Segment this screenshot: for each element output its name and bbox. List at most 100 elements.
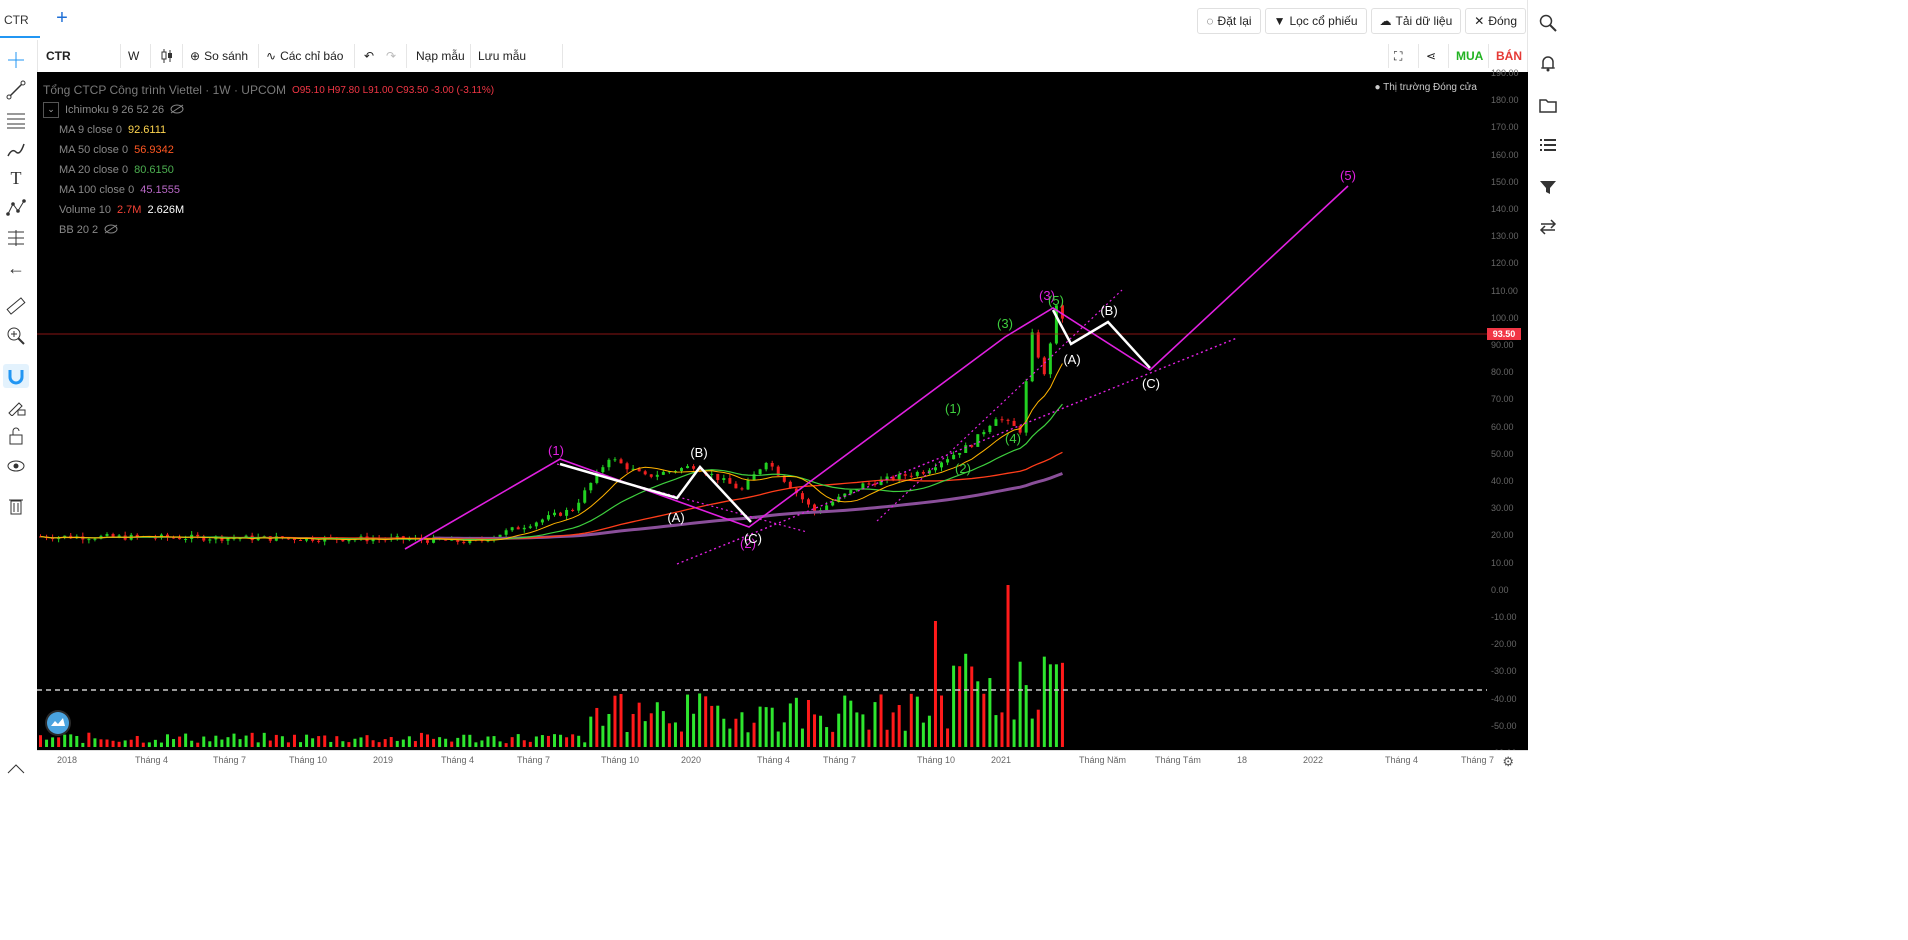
volume-bar bbox=[577, 735, 581, 747]
trash-icon[interactable] bbox=[3, 494, 29, 518]
compare-icon: ⊕ bbox=[190, 49, 201, 63]
chart-legend: Tổng CTCP Công trình Viettel · 1W · UPCO… bbox=[43, 80, 494, 240]
search-icon[interactable] bbox=[1537, 12, 1559, 34]
y-tick-label: 100.00 bbox=[1491, 312, 1519, 323]
volume-bar bbox=[202, 736, 206, 747]
candle-body bbox=[534, 522, 538, 527]
candle-body bbox=[946, 459, 950, 463]
filter-stocks-button[interactable]: ▼ Lọc cổ phiếu bbox=[1264, 8, 1367, 34]
filter-funnel-icon[interactable] bbox=[1537, 176, 1559, 198]
candle-body bbox=[794, 488, 798, 494]
wave-label-g4: (4) bbox=[1005, 431, 1021, 446]
volume-bar bbox=[752, 722, 756, 747]
candle-body bbox=[698, 468, 702, 472]
lock-drawings-icon[interactable] bbox=[3, 394, 29, 418]
swap-icon[interactable] bbox=[1537, 216, 1559, 238]
download-label: Tải dữ liệu bbox=[1395, 14, 1453, 28]
last-price-tag: 93.50 bbox=[1487, 328, 1521, 340]
text-tool-icon[interactable]: T bbox=[10, 167, 22, 188]
trendline-icon[interactable] bbox=[3, 78, 29, 102]
wave-label-g5: (5) bbox=[1048, 293, 1064, 308]
volume-bar bbox=[946, 728, 950, 747]
ma9-line bbox=[40, 363, 1063, 541]
close-button[interactable]: ✕ Đóng bbox=[1465, 8, 1526, 34]
candle-body bbox=[226, 538, 230, 541]
undo-icon[interactable]: ↶ bbox=[364, 49, 375, 63]
settings-gear-icon[interactable]: ⚙ bbox=[1502, 754, 1514, 769]
folder-icon[interactable] bbox=[1537, 94, 1559, 116]
volume-bar bbox=[153, 739, 157, 747]
x-tick-label: Tháng Năm bbox=[1079, 755, 1127, 765]
zoom-in-icon[interactable] bbox=[3, 324, 29, 348]
redo-icon[interactable]: ↷ bbox=[386, 49, 397, 63]
back-arrow-icon[interactable]: ← bbox=[7, 257, 25, 278]
candle-body bbox=[885, 476, 889, 480]
tab-ctr[interactable]: CTR bbox=[0, 0, 40, 38]
volume-bar bbox=[849, 700, 853, 747]
brush-icon[interactable] bbox=[3, 138, 29, 162]
volume-bar bbox=[613, 695, 617, 747]
candles-icon[interactable] bbox=[160, 40, 174, 72]
wave-label-5: (5) bbox=[1340, 168, 1356, 183]
prediction-icon[interactable] bbox=[3, 226, 29, 250]
compare-button[interactable]: ⊕ So sánh bbox=[190, 40, 248, 72]
candle-body bbox=[347, 539, 351, 542]
share-icon[interactable]: ⋖ bbox=[1426, 49, 1437, 63]
volume-bar bbox=[553, 734, 556, 747]
legend-ichimoku: ⌄ Ichimoku 9 26 52 26 bbox=[43, 100, 494, 120]
volume-bar bbox=[45, 739, 49, 747]
volume-bar bbox=[292, 734, 296, 747]
add-tab-icon[interactable]: + bbox=[56, 7, 68, 29]
save-template-button[interactable]: Lưu mẫu bbox=[478, 40, 526, 72]
collapse-legend-icon[interactable]: ⌄ bbox=[43, 102, 59, 118]
volume-bar bbox=[419, 732, 423, 747]
symbol-search[interactable]: CTR bbox=[46, 40, 71, 72]
volume-bar bbox=[1042, 656, 1046, 747]
interval-button[interactable]: W bbox=[128, 40, 139, 72]
volume-bar bbox=[141, 742, 145, 747]
y-tick-label: -10.00 bbox=[1491, 612, 1517, 622]
price-axis[interactable]: 190.00 180.00 170.00 160.00 150.00 140.00 130.… bbox=[1487, 68, 1528, 758]
hidden-eye-icon[interactable] bbox=[170, 104, 184, 117]
chart-canvas[interactable]: (1) (2) (3) (5) (A) (B) (C) (A) (B) (C) (1) (2) (3)(… bbox=[37, 72, 1487, 750]
load-template-button[interactable]: Nạp mẫu bbox=[416, 40, 465, 72]
bell-icon[interactable] bbox=[1537, 52, 1559, 74]
volume-bar bbox=[970, 666, 974, 747]
download-data-button[interactable]: ☁ Tải dữ liệu bbox=[1370, 8, 1462, 34]
instrument-title: Tổng CTCP Công trình Viettel · 1W · UPCO… bbox=[43, 83, 286, 97]
crosshair-icon[interactable] bbox=[3, 48, 29, 72]
volume-value-2: 2.626M bbox=[147, 204, 185, 216]
candle-body bbox=[589, 482, 593, 491]
tab-label: CTR bbox=[4, 13, 29, 27]
volume-bar bbox=[438, 737, 442, 747]
candle-body bbox=[516, 527, 520, 530]
sell-button[interactable]: BÁN bbox=[1496, 40, 1522, 72]
reset-button[interactable]: ◌ Đặt lại bbox=[1197, 8, 1261, 34]
ichimoku-label: Ichimoku 9 26 52 26 bbox=[65, 104, 165, 116]
volume-bar bbox=[165, 734, 169, 747]
candle-body bbox=[897, 474, 901, 480]
bb-hidden-eye-icon[interactable] bbox=[104, 224, 118, 237]
volume-bar bbox=[764, 707, 768, 747]
x-tick-label: 18 bbox=[1237, 755, 1248, 765]
collapse-icon[interactable] bbox=[3, 756, 29, 780]
compare-label: So sánh bbox=[204, 49, 249, 63]
buy-button[interactable]: MUA bbox=[1456, 40, 1483, 72]
indicators-label: Các chỉ báo bbox=[280, 49, 344, 63]
indicators-button[interactable]: ∿ Các chỉ báo bbox=[266, 40, 343, 72]
horizontal-lines-icon[interactable] bbox=[3, 108, 29, 132]
ruler-icon[interactable] bbox=[3, 294, 29, 318]
candle-body bbox=[800, 493, 804, 500]
pattern-icon[interactable] bbox=[3, 196, 29, 220]
volume-bar bbox=[268, 740, 272, 747]
list-icon[interactable] bbox=[1537, 134, 1559, 156]
volume-bar bbox=[988, 678, 992, 747]
eye-icon[interactable] bbox=[3, 454, 29, 478]
magnet-icon[interactable] bbox=[3, 364, 29, 388]
volume-bar bbox=[456, 737, 460, 747]
time-axis[interactable]: ⚙ 2018 Tháng 4 Tháng 7 Tháng 10 2019 Tháng 4 T… bbox=[37, 750, 1528, 773]
unlock-icon[interactable] bbox=[3, 424, 29, 448]
wave-label-1: (1) bbox=[548, 443, 564, 458]
fullscreen-icon[interactable]: ⛶ bbox=[1394, 48, 1403, 63]
candle-body bbox=[172, 537, 176, 539]
